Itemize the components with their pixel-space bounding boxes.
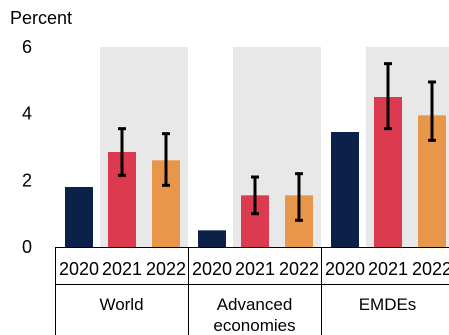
group-label: economies bbox=[213, 316, 295, 335]
x-tick-label: 2020 bbox=[325, 259, 365, 279]
x-tick-label: 2022 bbox=[412, 259, 449, 279]
x-tick-label: 2020 bbox=[59, 259, 99, 279]
x-tick-label: 2022 bbox=[279, 259, 319, 279]
x-tick-label: 2021 bbox=[102, 259, 142, 279]
group-label: Advanced bbox=[217, 295, 293, 314]
x-tick-label: 2021 bbox=[368, 259, 408, 279]
x-tick-label: 2020 bbox=[192, 259, 232, 279]
bar bbox=[65, 187, 93, 247]
y-tick-label: 4 bbox=[22, 104, 32, 124]
group-label: EMDEs bbox=[359, 295, 417, 314]
y-axis-title: Percent bbox=[10, 8, 72, 28]
y-tick-label: 2 bbox=[22, 170, 32, 190]
y-tick-label: 6 bbox=[22, 37, 32, 57]
group-label: World bbox=[99, 295, 143, 314]
x-tick-label: 2021 bbox=[235, 259, 275, 279]
bar bbox=[331, 132, 359, 247]
y-tick-label: 0 bbox=[22, 237, 32, 257]
x-tick-label: 2022 bbox=[146, 259, 186, 279]
bar bbox=[198, 230, 226, 247]
